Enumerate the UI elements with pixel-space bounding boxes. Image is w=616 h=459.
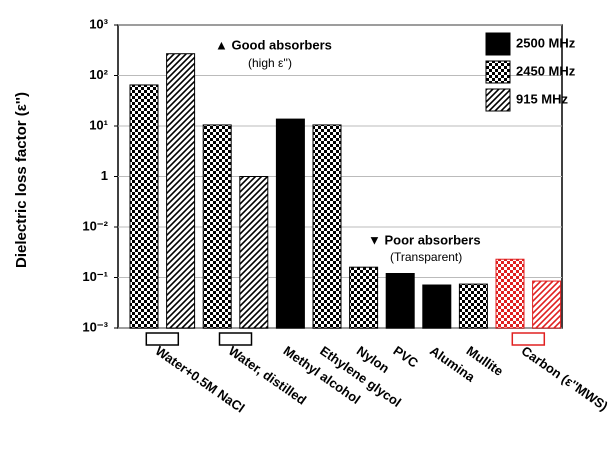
bar: [166, 53, 196, 329]
y-axis-label: Dielectric loss factor (ε''): [13, 92, 30, 268]
y-tick-label: 10³: [89, 16, 108, 31]
legend-swatch: [485, 60, 511, 84]
annotation: ▼ Poor absorbers: [368, 232, 481, 247]
bracket: [145, 332, 180, 346]
bracket: [511, 332, 546, 346]
legend-label: 2500 MHz: [516, 35, 576, 50]
bar: [239, 176, 269, 329]
bar: [275, 118, 305, 329]
legend-label: 2450 MHz: [516, 63, 576, 78]
x-tick-label: Carbon (ε''MWS): [519, 343, 611, 414]
bar: [495, 258, 525, 329]
y-tick-label: 10¹: [89, 117, 108, 132]
bar: [312, 124, 342, 329]
y-tick-label: 10²: [89, 67, 108, 82]
annotation: (Transparent): [390, 250, 462, 264]
y-tick-label: 10⁻²: [82, 218, 108, 233]
bar: [385, 273, 415, 329]
annotation: ▲ Good absorbers: [215, 37, 332, 52]
x-tick-label: PVC: [391, 343, 422, 371]
bar: [349, 266, 379, 329]
bar: [422, 284, 452, 329]
bar: [202, 124, 232, 329]
annotation: (high ε''): [248, 56, 292, 70]
legend-label: 915 MHz: [516, 91, 569, 106]
y-tick-label: 1: [101, 168, 108, 183]
y-tick-label: 10⁻³: [82, 319, 108, 334]
legend-swatch: [485, 32, 511, 56]
bar: [532, 280, 562, 329]
bar: [129, 84, 159, 329]
legend-swatch: [485, 88, 511, 112]
y-tick-label: 10⁻¹: [82, 269, 108, 284]
bracket: [218, 332, 253, 346]
bar: [458, 283, 488, 329]
